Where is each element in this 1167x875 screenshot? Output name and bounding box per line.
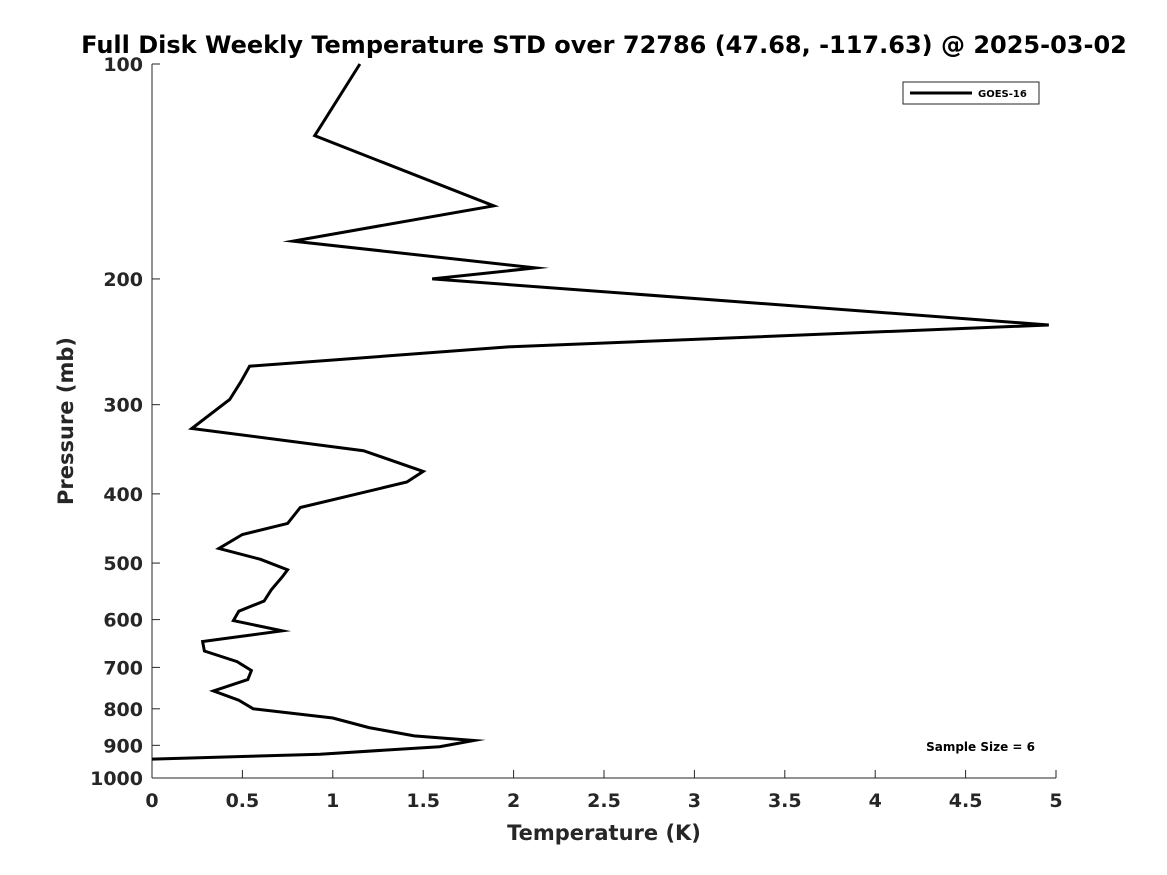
- x-tick-label: 2.5: [587, 790, 621, 812]
- y-tick-label: 700: [103, 657, 143, 679]
- y-tick-label: 900: [103, 735, 143, 757]
- chart-title: Full Disk Weekly Temperature STD over 72…: [81, 31, 1127, 59]
- plot-frame: [152, 64, 1056, 778]
- series-line-goes-16: [151, 63, 1049, 761]
- x-tick-label: 0.5: [226, 790, 260, 812]
- y-tick-label: 800: [103, 699, 143, 721]
- y-axis-ticks: 100 200 300 400 500 600 700 800 900 1000: [90, 54, 160, 790]
- x-tick-label: 1: [326, 790, 339, 812]
- plot-area: [151, 64, 1056, 779]
- x-tick-label: 2: [507, 790, 520, 812]
- y-tick-label: 600: [103, 610, 143, 632]
- x-axis-label: Temperature (K): [507, 821, 701, 845]
- x-tick-label: 4: [869, 790, 882, 812]
- x-tick-label: 0: [145, 790, 158, 812]
- y-tick-label: 300: [103, 395, 143, 417]
- y-tick-label: 100: [103, 54, 143, 76]
- x-tick-label: 4.5: [949, 790, 983, 812]
- x-tick-label: 3: [688, 790, 701, 812]
- sample-size-annotation: Sample Size = 6: [926, 740, 1035, 754]
- y-tick-label: 400: [103, 484, 143, 506]
- series-layer: [151, 63, 1049, 761]
- legend-label-goes-16: GOES-16: [978, 89, 1027, 100]
- x-tick-label: 1.5: [406, 790, 440, 812]
- y-tick-label: 500: [103, 553, 143, 575]
- x-tick-label: 3.5: [768, 790, 802, 812]
- legend: GOES-16: [902, 81, 1040, 105]
- x-axis-ticks: 0 0.5 1 1.5 2 2.5 3 3.5 4 4.5 5: [145, 770, 1063, 812]
- y-axis-label: Pressure (mb): [54, 337, 78, 505]
- y-tick-label: 1000: [90, 768, 143, 790]
- y-tick-label: 200: [103, 269, 143, 291]
- x-tick-label: 5: [1049, 790, 1062, 812]
